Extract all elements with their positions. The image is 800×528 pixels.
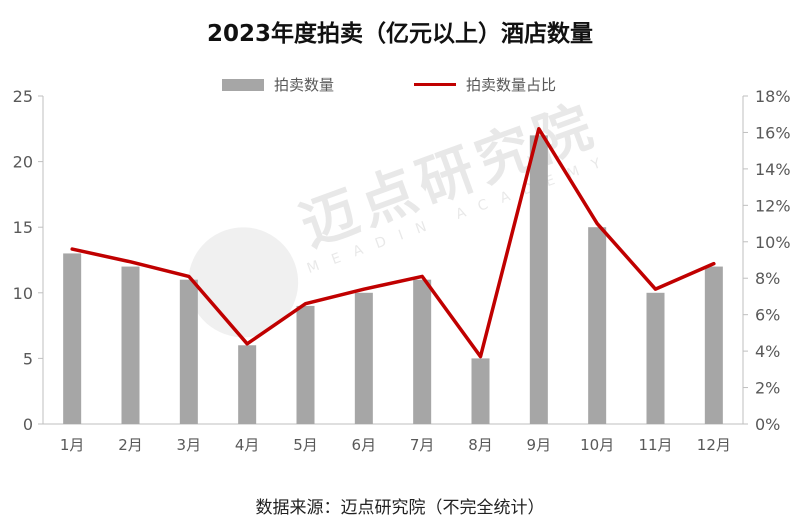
bar: [704, 266, 723, 424]
x-tick-label: 2月: [118, 436, 143, 454]
right-tick-label: 0%: [755, 415, 780, 434]
bar: [646, 292, 665, 424]
bar: [63, 253, 82, 424]
left-tick-label: 15: [13, 218, 33, 237]
right-tick-label: 16%: [755, 123, 791, 142]
data-source-note: 数据来源：迈点研究院（不完全统计）: [255, 498, 545, 518]
x-tick-label: 4月: [235, 436, 260, 454]
right-tick-label: 8%: [755, 269, 780, 288]
right-tick-label: 18%: [755, 87, 791, 106]
x-tick-label: 9月: [527, 436, 552, 454]
legend-line-swatch: [414, 83, 456, 86]
chart-legend: 拍卖数量 拍卖数量占比: [0, 74, 800, 94]
left-tick-label: 0: [23, 415, 33, 434]
line-series: [70, 127, 716, 359]
right-tick-label: 2%: [755, 379, 780, 398]
bar: [588, 227, 607, 424]
bar: [529, 135, 548, 425]
bar: [471, 358, 490, 424]
x-tick-label: 6月: [352, 436, 377, 454]
left-tick-label: 20: [13, 153, 33, 172]
bar: [296, 305, 315, 424]
left-tick-label: 10: [13, 284, 33, 303]
bar: [121, 266, 140, 424]
x-tick-label: 7月: [410, 436, 435, 454]
x-tick-label: 11月: [638, 436, 672, 454]
legend-bar-label: 拍卖数量: [274, 76, 335, 94]
x-tick-label: 3月: [177, 436, 202, 454]
right-tick-label: 12%: [755, 196, 791, 215]
legend-item-line: 拍卖数量占比: [414, 74, 556, 95]
bar: [354, 292, 373, 424]
x-tick-label: 10月: [580, 436, 614, 454]
right-tick-label: 4%: [755, 342, 780, 361]
x-tick-label: 5月: [293, 436, 318, 454]
x-tick-label: 12月: [697, 436, 731, 454]
chart-title: 2023年度拍卖（亿元以上）酒店数量: [206, 21, 593, 47]
legend-line-label: 拍卖数量占比: [466, 76, 557, 94]
right-tick-label: 6%: [755, 306, 780, 325]
legend-bar-swatch: [222, 78, 264, 91]
right-tick-label: 14%: [755, 160, 791, 179]
bar: [238, 345, 257, 424]
left-tick-label: 25: [13, 87, 33, 106]
legend-item-bar: 拍卖数量: [222, 74, 334, 95]
left-tick-label: 5: [23, 349, 33, 368]
x-tick-label: 8月: [468, 436, 493, 454]
x-tick-label: 1月: [60, 436, 85, 454]
bar: [413, 279, 432, 424]
bar: [179, 279, 198, 424]
right-tick-label: 10%: [755, 233, 791, 252]
